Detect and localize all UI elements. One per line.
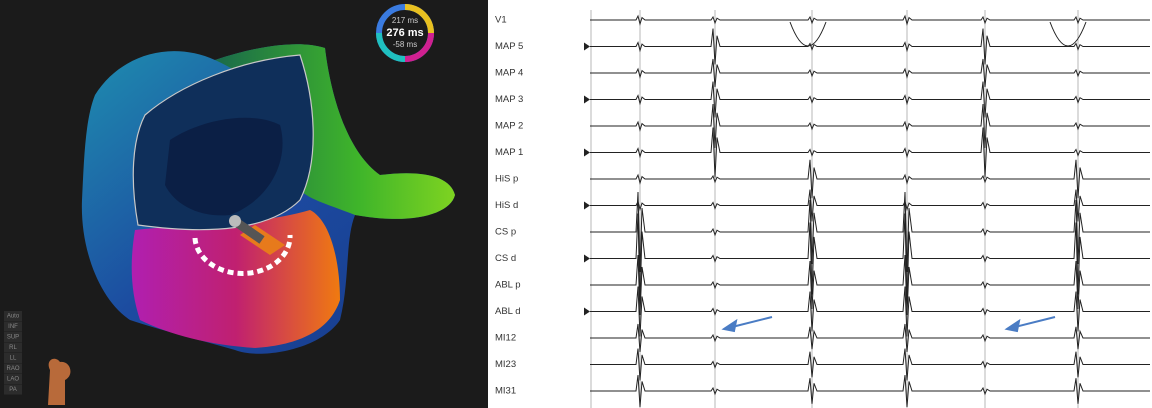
channel-label: MI23 [495, 359, 516, 370]
menu-label: LL [10, 356, 17, 362]
channel-label: MI31 [495, 386, 516, 397]
tracing-panel [490, 0, 1152, 408]
channel-label: ABL p [495, 280, 521, 291]
channel-label: MAP 4 [495, 68, 523, 79]
channel-label: CS d [495, 253, 516, 264]
legend-lower: -58 ms [393, 40, 417, 49]
page: 217 ms 276 ms -58 ms Auto INF SUP RL LL RAO LA… [0, 0, 1152, 408]
legend-upper: 217 ms [392, 16, 418, 25]
figure: 217 ms 276 ms -58 ms Auto INF SUP RL LL RAO LA… [0, 0, 1152, 408]
channel-label: V1 [495, 15, 507, 26]
legend-range: 276 ms [386, 27, 423, 39]
channel-label: MAP 5 [495, 41, 523, 52]
menu-label: PA [9, 387, 17, 393]
channel-label: HiS d [495, 200, 518, 211]
menu-label: SUP [7, 335, 19, 341]
channel-label: MAP 1 [495, 147, 523, 158]
channel-label: HiS p [495, 174, 518, 185]
channel-label: MAP 2 [495, 121, 523, 132]
channel-label: CS p [495, 227, 516, 238]
menu-label: Auto [7, 314, 20, 320]
channel-label: ABL d [495, 306, 521, 317]
menu-label: RAO [6, 366, 19, 372]
menu-label: RL [9, 345, 17, 351]
channel-label: MI12 [495, 333, 516, 344]
channel-label: MAP 3 [495, 94, 523, 105]
menu-label: INF [8, 324, 18, 330]
menu-label: LAO [7, 377, 19, 383]
